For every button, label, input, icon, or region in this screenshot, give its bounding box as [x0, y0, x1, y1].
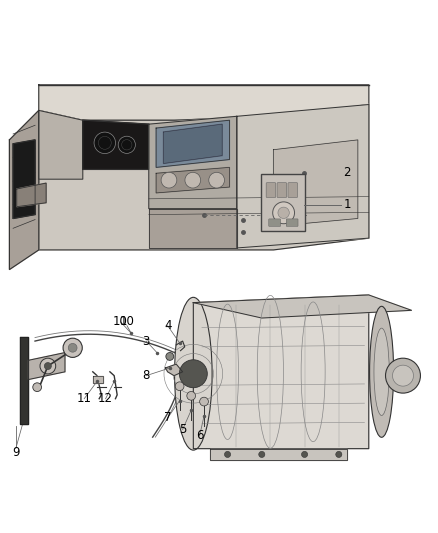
Text: 10: 10: [120, 316, 134, 328]
Polygon shape: [39, 104, 369, 250]
Circle shape: [33, 383, 42, 392]
Circle shape: [40, 358, 56, 374]
Text: 4: 4: [164, 319, 171, 332]
Text: 5: 5: [179, 423, 186, 436]
Polygon shape: [93, 376, 103, 383]
Ellipse shape: [175, 297, 212, 450]
Text: 11: 11: [77, 392, 92, 405]
FancyBboxPatch shape: [277, 183, 287, 198]
Polygon shape: [28, 353, 65, 379]
Circle shape: [259, 451, 265, 457]
FancyBboxPatch shape: [269, 219, 281, 227]
Circle shape: [68, 343, 77, 352]
Circle shape: [278, 207, 289, 219]
Polygon shape: [156, 167, 230, 193]
Polygon shape: [149, 116, 237, 208]
Text: 8: 8: [143, 369, 150, 382]
Polygon shape: [237, 104, 369, 248]
Text: 10: 10: [113, 316, 128, 328]
Circle shape: [161, 172, 177, 188]
Polygon shape: [166, 364, 183, 376]
Circle shape: [209, 172, 225, 188]
Circle shape: [336, 451, 342, 457]
Circle shape: [166, 352, 174, 360]
Ellipse shape: [374, 328, 389, 415]
Circle shape: [63, 338, 82, 358]
Circle shape: [200, 397, 208, 406]
Polygon shape: [39, 85, 369, 120]
Polygon shape: [210, 449, 347, 460]
Polygon shape: [13, 140, 35, 219]
Circle shape: [225, 451, 231, 457]
Circle shape: [187, 391, 195, 400]
Circle shape: [175, 382, 184, 391]
Text: 1: 1: [343, 198, 351, 211]
Polygon shape: [83, 120, 149, 169]
Circle shape: [44, 362, 51, 369]
Circle shape: [118, 136, 135, 154]
Polygon shape: [39, 110, 83, 179]
FancyBboxPatch shape: [261, 174, 305, 231]
Text: 9: 9: [12, 446, 20, 459]
Text: 2: 2: [343, 166, 351, 179]
Circle shape: [392, 365, 413, 386]
Text: 6: 6: [196, 429, 204, 442]
Circle shape: [179, 360, 207, 387]
Circle shape: [94, 132, 116, 154]
Polygon shape: [163, 124, 222, 164]
Text: 12: 12: [98, 392, 113, 405]
Polygon shape: [17, 183, 46, 207]
FancyBboxPatch shape: [266, 183, 276, 198]
Circle shape: [185, 172, 201, 188]
Polygon shape: [273, 140, 358, 227]
Circle shape: [385, 358, 420, 393]
Polygon shape: [20, 337, 28, 424]
Polygon shape: [10, 110, 39, 270]
Polygon shape: [149, 208, 237, 248]
Circle shape: [273, 202, 294, 224]
Text: 3: 3: [143, 335, 150, 348]
Polygon shape: [193, 295, 369, 449]
Polygon shape: [193, 295, 412, 318]
Ellipse shape: [370, 306, 394, 437]
Polygon shape: [156, 120, 230, 167]
FancyBboxPatch shape: [286, 219, 298, 227]
FancyBboxPatch shape: [288, 183, 297, 198]
Text: 7: 7: [164, 411, 171, 424]
Circle shape: [301, 451, 307, 457]
